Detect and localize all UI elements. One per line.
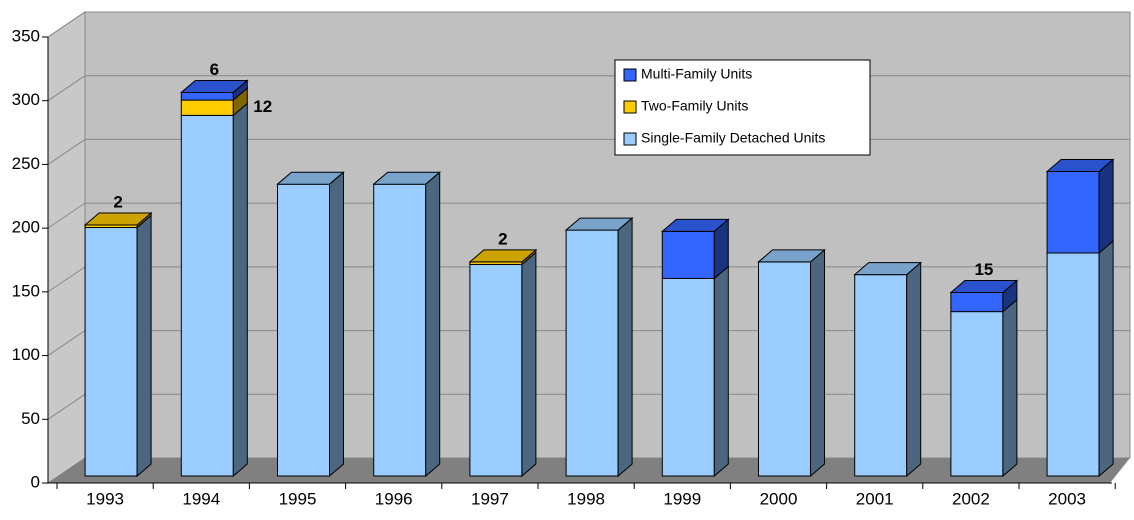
bar-segment: [565, 229, 619, 477]
bar-segment: [661, 230, 715, 279]
data-label: 15: [974, 260, 993, 279]
x-tick-label: 1994: [182, 489, 220, 508]
y-tick-label: 200: [12, 218, 40, 237]
bar-segment: [277, 183, 330, 477]
legend-label: Two-Family Units: [641, 98, 748, 114]
bar-top: [853, 262, 923, 276]
y-tick-label: 350: [12, 26, 40, 45]
y-tick-label: 150: [12, 281, 40, 300]
grid-line: [47, 266, 86, 293]
bar-top: [372, 171, 442, 185]
bar-side: [810, 248, 825, 478]
bar-side: [425, 171, 441, 478]
bar-side: [906, 261, 922, 478]
y-tick-label: 50: [21, 409, 40, 428]
grid-line: [47, 330, 86, 356]
bar-top: [276, 171, 345, 185]
bar-segment: [758, 261, 811, 477]
grid-line: [47, 11, 86, 38]
x-tick-label: 1995: [279, 489, 317, 508]
bar-side: [136, 214, 152, 478]
grid-line: [47, 139, 86, 165]
legend-label: Single-Family Detached Units: [641, 130, 825, 146]
bar-side: [521, 251, 537, 478]
bar-side: [617, 216, 633, 478]
bar-segment: [180, 114, 234, 477]
grid-line: [47, 202, 86, 229]
bar-segment: [950, 292, 1004, 313]
x-tick-label: 1997: [471, 489, 509, 508]
bar-segment: [854, 274, 908, 477]
bar-segment: [950, 311, 1004, 477]
bar-top: [179, 79, 249, 93]
bar-side: [329, 171, 344, 478]
bar-top: [468, 249, 538, 263]
legend-swatch: [623, 132, 637, 146]
bar-top: [83, 212, 153, 226]
bar-side: [1098, 158, 1114, 255]
bar-top: [757, 249, 826, 263]
x-tick-label: 1999: [663, 489, 701, 508]
bar-segment: [180, 99, 234, 116]
bar-side: [232, 102, 248, 478]
x-tick-label: 2000: [760, 489, 798, 508]
grid-line: [47, 75, 86, 102]
data-label: 12: [253, 97, 272, 116]
x-tick-label: 1998: [567, 489, 605, 508]
bar-top: [660, 218, 730, 232]
x-tick-label: 1996: [375, 489, 413, 508]
y-tick-label: 250: [12, 154, 40, 173]
bar-top: [564, 217, 634, 231]
legend-swatch: [623, 68, 637, 82]
bar-top: [1045, 158, 1115, 172]
x-tick-label: 2003: [1048, 489, 1086, 508]
bar-segment: [661, 277, 715, 477]
left-wall: [47, 11, 86, 484]
bar-segment: [180, 91, 234, 101]
legend: Multi-Family Units Two-Family Units Single…: [614, 59, 871, 156]
x-tick-label: 1993: [86, 489, 124, 508]
bar-side: [713, 265, 729, 478]
bar-segment: [1046, 252, 1100, 477]
bar-segment: [1046, 170, 1100, 254]
x-tick-label: 2001: [856, 489, 894, 508]
y-tick-label: 300: [12, 90, 40, 109]
legend-box: [614, 59, 871, 156]
data-label: 2: [113, 192, 122, 211]
legend-label: Multi-Family Units: [641, 66, 752, 82]
grid-line: [47, 393, 86, 420]
bar-side: [1002, 298, 1018, 478]
bar-segment: [469, 263, 523, 477]
y-tick-label: 100: [12, 345, 40, 364]
bar-top: [949, 280, 1019, 294]
bar-side: [1098, 239, 1114, 478]
bar-segment: [373, 183, 427, 477]
bar-segment: [84, 227, 138, 477]
x-tick-label: 2002: [952, 489, 990, 508]
legend-swatch: [623, 100, 637, 114]
data-label: 6: [210, 60, 219, 79]
y-tick-label: 0: [31, 472, 40, 491]
data-label: 2: [498, 229, 507, 248]
